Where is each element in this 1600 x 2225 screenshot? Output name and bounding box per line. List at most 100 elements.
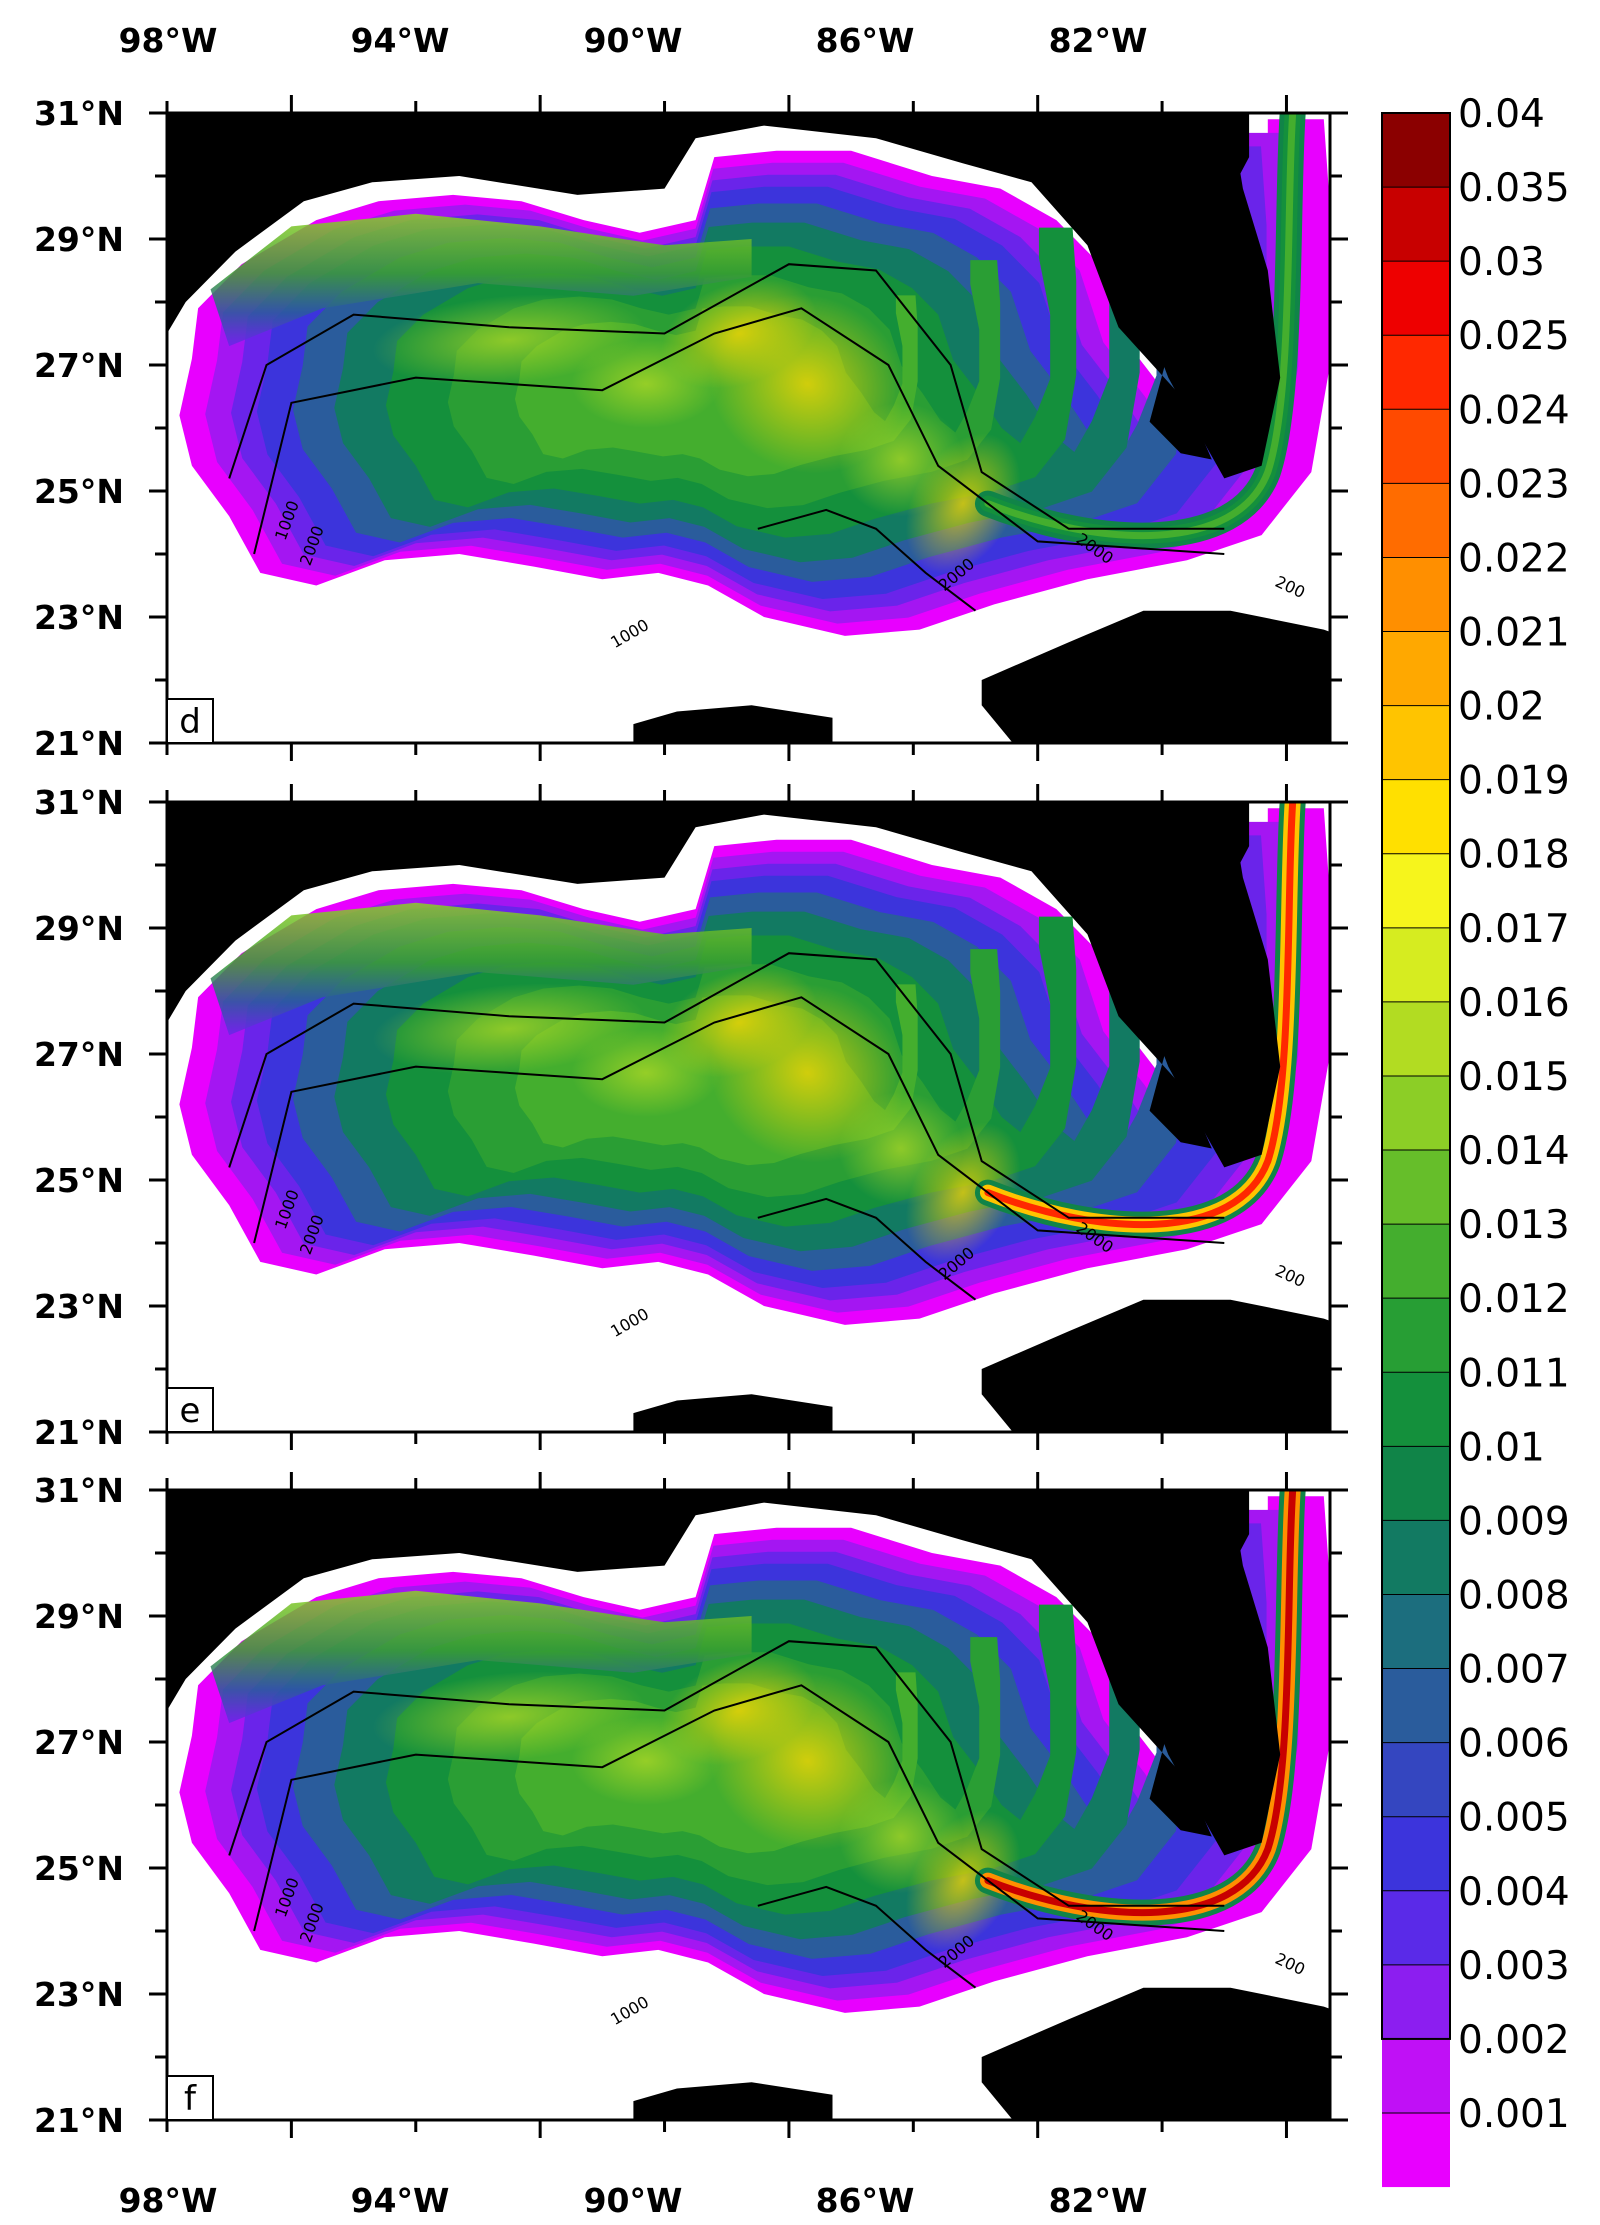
- colorbar-label: 0.017: [1458, 907, 1570, 952]
- y-tick-label: 31°N: [34, 1471, 124, 1510]
- concentration-patch: [905, 433, 1021, 574]
- y-tick-label: 25°N: [34, 472, 124, 511]
- concentration-patch: [905, 1810, 1021, 1951]
- colorbar-swatch: [1382, 1816, 1450, 1891]
- top-x-axis-labels: 98°W 94°W 90°W 86°W 82°W: [119, 21, 1148, 60]
- concentration-patch: [571, 1028, 721, 1117]
- shelf-band: [210, 902, 752, 1036]
- concentration-patch: [905, 1122, 1021, 1263]
- land-mass: [633, 705, 833, 743]
- y-tick-label: 23°N: [34, 1287, 124, 1326]
- colorbar-frame: [1381, 112, 1451, 2040]
- colorbar-label: 0.025: [1458, 314, 1570, 359]
- colorbar-swatch: [1382, 1890, 1450, 1965]
- colorbar-label: 0.018: [1458, 833, 1570, 878]
- colorbar-swatch: [1382, 187, 1450, 262]
- colorbar-swatch: [1382, 1298, 1450, 1373]
- colorbar-swatch: [1382, 2113, 1450, 2188]
- colorbar-swatch: [1382, 557, 1450, 632]
- bathymetry-contour: [228, 263, 1225, 530]
- land-mass: [1112, 802, 1281, 1168]
- bathymetry-contour: [253, 1684, 1225, 1932]
- colorbar-label: 0.011: [1458, 1351, 1570, 1396]
- current-band-core: [984, 802, 1297, 1228]
- land-mass: [633, 2082, 833, 2120]
- colorbar-swatch: [1382, 1446, 1450, 1521]
- colorbar-label: 0.012: [1458, 1277, 1570, 1322]
- bathymetry-contour: [757, 1885, 977, 1989]
- colorbar-label: 0.013: [1458, 1203, 1570, 1248]
- concentration-patch: [571, 1716, 721, 1805]
- panel-letter-box: [166, 1387, 214, 1433]
- x-tick-label: 98°W: [119, 21, 218, 60]
- colorbar-label: 0.014: [1458, 1129, 1570, 1174]
- panel-letter: d: [179, 702, 201, 742]
- colorbar-label: 0.019: [1458, 759, 1570, 804]
- y-tick-label: 27°N: [34, 346, 124, 385]
- x-tick-label: 82°W: [1049, 2181, 1148, 2220]
- colorbar-swatch: [1382, 2038, 1450, 2113]
- x-tick-label: 82°W: [1049, 21, 1148, 60]
- land-mass: [981, 1299, 1330, 1432]
- land-mass: [1112, 1490, 1281, 1856]
- colorbar-swatch: [1382, 1594, 1450, 1669]
- concentration-patch: [372, 294, 646, 386]
- bathymetry-contour: [228, 1640, 1225, 1907]
- panel-letter: f: [184, 2079, 197, 2119]
- colorbar-swatch: [1382, 1001, 1450, 1076]
- colorbar-label: 0.035: [1458, 166, 1570, 211]
- concentration-patch: [372, 1671, 646, 1763]
- colorbar-label: 0.001: [1458, 2092, 1570, 2137]
- y-tick-label: 31°N: [34, 94, 124, 133]
- y-tick-label: 27°N: [34, 1035, 124, 1074]
- colorbar-label: 0.02: [1458, 685, 1545, 730]
- colorbar-swatch: [1382, 409, 1450, 484]
- x-tick-label: 86°W: [816, 21, 915, 60]
- colorbar-swatch: [1382, 483, 1450, 558]
- colorbar-label: 0.002: [1458, 2018, 1570, 2063]
- panel-letter: e: [180, 1391, 201, 1431]
- colorbar-swatch: [1382, 779, 1450, 854]
- colorbar-swatch: [1382, 927, 1450, 1002]
- bathymetry-contour: [253, 996, 1225, 1244]
- bathymetry-contour: [757, 1197, 977, 1301]
- colorbar-label: 0.024: [1458, 388, 1570, 433]
- colorbar-swatch: [1382, 113, 1450, 188]
- y-tick-label: 23°N: [34, 1975, 124, 2014]
- colorbar-swatch: [1382, 853, 1450, 928]
- colorbar-label: 0.022: [1458, 536, 1570, 581]
- colorbar: 0.04 0.035 0.03 0.025 0.024 0.023 0.022 0.021 0.…: [1381, 92, 1570, 2188]
- colorbar-label: 0.021: [1458, 611, 1570, 656]
- y-tick-label: 29°N: [34, 1597, 124, 1636]
- shelf-band: [210, 213, 752, 347]
- colorbar-swatch: [1382, 335, 1450, 410]
- land-mass: [633, 1394, 833, 1432]
- panel-letter-box: [166, 2075, 214, 2121]
- colorbar-label: 0.009: [1458, 1499, 1570, 1544]
- bathymetry-contour: [253, 307, 1225, 555]
- colorbar-swatch: [1382, 1224, 1450, 1299]
- land-mass: [1112, 113, 1281, 479]
- x-tick-label: 94°W: [351, 21, 450, 60]
- x-tick-label: 94°W: [351, 2181, 450, 2220]
- y-tick-label: 21°N: [34, 2101, 124, 2140]
- colorbar-swatch: [1382, 1742, 1450, 1817]
- colorbar-label: 0.004: [1458, 1870, 1570, 1915]
- colorbar-swatch: [1382, 1520, 1450, 1595]
- y-tick-label: 25°N: [34, 1161, 124, 1200]
- colorbar-label: 0.006: [1458, 1722, 1570, 1767]
- colorbar-label: 0.003: [1458, 1944, 1570, 1989]
- bottom-x-axis-labels: 98°W 94°W 90°W 86°W 82°W: [119, 2181, 1148, 2220]
- current-band-core: [984, 113, 1297, 539]
- bathymetry-contour: [228, 952, 1225, 1219]
- x-tick-label: 90°W: [584, 2181, 683, 2220]
- colorbar-swatch: [1382, 705, 1450, 780]
- colorbar-label: 0.005: [1458, 1796, 1570, 1841]
- y-tick-label: 21°N: [34, 1413, 124, 1452]
- shelf-band: [210, 1590, 752, 1724]
- land-mass: [981, 1987, 1330, 2120]
